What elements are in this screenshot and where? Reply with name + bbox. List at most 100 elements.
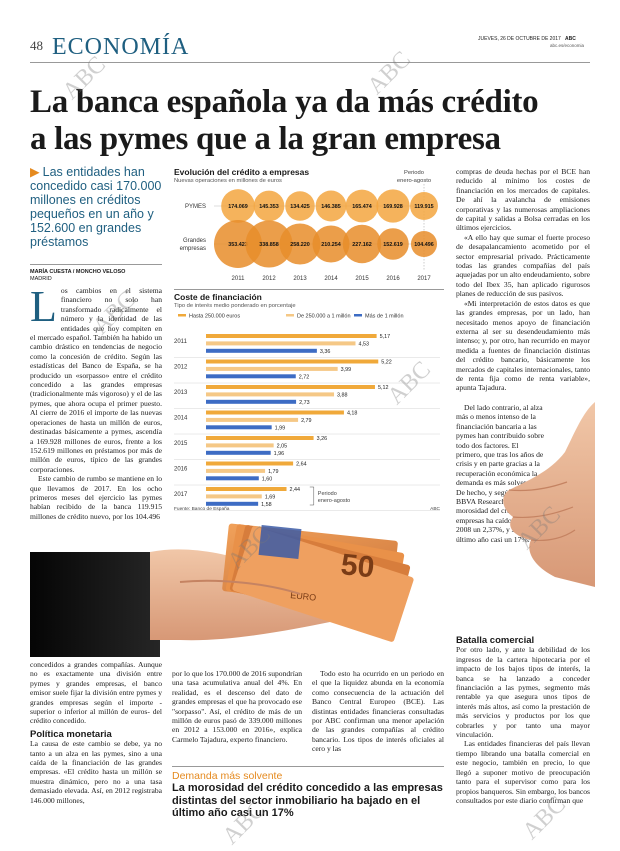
bar-value-label: 3,36 <box>320 349 331 355</box>
year-tick-label: 2017 <box>417 276 431 282</box>
bar <box>206 374 296 379</box>
bubble-value-label: 169.928 <box>383 204 403 210</box>
drop-cap: L <box>30 282 57 331</box>
legend-swatch <box>286 314 294 317</box>
paragraph: Todo esto ha ocurrido en un periodo en e… <box>312 669 444 754</box>
bubble <box>245 220 293 268</box>
year-tick-label: 2016 <box>174 467 188 473</box>
bar <box>206 359 379 364</box>
chart2-title: Coste de financiación <box>174 292 262 302</box>
paragraph: compras de deuda hechas por el BCE han r… <box>456 167 590 233</box>
bar-value-label: 1,79 <box>268 469 279 475</box>
paragraph: Este cambio de rumbo se mantiene en lo q… <box>30 474 162 521</box>
chart1-title: Evolución del crédito a empresas <box>174 167 310 177</box>
body-col4-bottom: Batalla comercial Por otro lado, y ante … <box>456 636 590 805</box>
period-note-label: Periodo <box>404 170 424 176</box>
financing-cost-bar-chart: Hasta 250.000 euros De 250.000 a 1 millón… <box>174 314 441 512</box>
bar-value-label: 3,99 <box>341 367 352 373</box>
bubble-value-label: 145.353 <box>259 204 279 210</box>
bubble-value-label: 119.915 <box>414 204 433 210</box>
chart1-subtitle: Nuevas operaciones en millones de euros <box>174 178 282 184</box>
subhead-politica: Política monetaria <box>30 728 112 740</box>
bar <box>206 461 294 466</box>
year-tick-label: 2012 <box>174 365 188 371</box>
headline: La banca española ya da más crédito a la… <box>30 84 600 158</box>
bubble-value-label: 146.385 <box>321 204 341 210</box>
series-label-grandes: Grandes <box>183 238 206 244</box>
deck: ▶ Las entidades han concedido casi 170.00… <box>30 165 162 249</box>
page-number: 48 <box>30 38 43 53</box>
deck-text: Las entidades han concedido casi 170.000… <box>30 165 162 249</box>
chart-credit: ABC <box>430 506 440 512</box>
hand-shape <box>150 549 334 641</box>
bar-value-label: 1,69 <box>265 494 276 500</box>
bar-value-label: 2,44 <box>290 487 301 493</box>
paragraph: por lo que los 170.000 de 2016 supondría… <box>172 669 302 744</box>
byline: MARÍA CUESTA / MONCHO VELOSO <box>30 264 162 275</box>
series-label-grandes: empresas <box>180 246 206 252</box>
bubble <box>410 230 438 258</box>
bar <box>206 494 262 499</box>
bar <box>206 417 299 422</box>
triangle-bullet-icon: ▶ <box>30 165 40 179</box>
paragraph: «A ello hay que sumar el fuerte proceso … <box>456 232 590 299</box>
bar <box>206 410 344 415</box>
year-tick-label: 2014 <box>174 416 188 422</box>
photo-receiving-hand <box>503 402 595 587</box>
bubble <box>253 190 285 222</box>
bubble-value-label: 210.254 <box>321 242 341 248</box>
period-note-label: enero-agosto <box>318 498 350 504</box>
body-col4-top: compras de deuda hechas por el BCE han r… <box>456 167 590 393</box>
bar-value-label: 1,99 <box>275 425 286 431</box>
bubble-value-label: 338.858 <box>259 242 279 248</box>
section-title: ECONOMÍA <box>52 34 190 60</box>
paragraph: os cambios en el sistema financiero no s… <box>30 286 162 474</box>
bar <box>206 341 356 346</box>
period-bracket <box>309 486 315 506</box>
bubble <box>345 189 379 223</box>
bubble <box>312 225 350 263</box>
bubble-value-label: 134.425 <box>290 204 310 210</box>
pull-quote-body: La morosidad del crédito concedido a las… <box>172 782 443 819</box>
bar <box>206 450 271 455</box>
bar-value-label: 4,18 <box>347 411 358 417</box>
bar-value-label: 2,79 <box>301 418 312 424</box>
bubble <box>342 224 382 264</box>
bar <box>206 385 375 389</box>
photo-hand-with-banknotes: 50 EURO <box>30 523 414 657</box>
series-label-pymes: PYMES <box>185 204 206 210</box>
bar <box>206 425 272 430</box>
bar <box>206 468 266 473</box>
bar <box>206 436 314 440</box>
bar-value-label: 5,17 <box>380 334 391 340</box>
bar-value-label: 4,53 <box>358 341 369 347</box>
period-note-label: enero-agosto <box>397 178 431 184</box>
bubble-value-label: 152.619 <box>383 242 403 248</box>
bubble-value-label: 227.162 <box>352 242 372 248</box>
bar-value-label: 5,22 <box>381 360 392 366</box>
year-tick-label: 2011 <box>232 276 246 282</box>
header-rule <box>30 62 590 63</box>
year-tick-label: 2015 <box>174 441 188 447</box>
dateline: JUEVES, 26 DE OCTUBRE DE 2017 ABC <box>478 36 576 42</box>
bubble <box>377 228 409 260</box>
credit-bubble-chart: Periodo enero-agosto PYMES Grandes empresas 1… <box>180 170 438 282</box>
bar <box>206 392 335 397</box>
body-col3: Todo esto ha ocurrido en un periodo en e… <box>312 669 444 754</box>
bubble <box>315 190 347 222</box>
headline-line-2: a las pymes que a la gran empresa <box>30 121 501 157</box>
bar <box>206 476 259 481</box>
bar <box>206 443 274 448</box>
legend-swatch <box>354 314 362 317</box>
bubble <box>376 189 410 223</box>
bar-value-label: 5,12 <box>378 385 389 391</box>
chart-source: Fuente: Banco de España <box>174 506 230 512</box>
bar <box>206 487 287 491</box>
year-tick-label: 2013 <box>174 390 188 396</box>
year-tick-label: 2012 <box>262 276 276 282</box>
year-tick-label: 2011 <box>174 339 188 345</box>
chart2-subtitle: Tipo de interés medio ponderado en porce… <box>174 303 296 309</box>
legend-swatch <box>178 314 186 317</box>
bar <box>206 399 297 404</box>
